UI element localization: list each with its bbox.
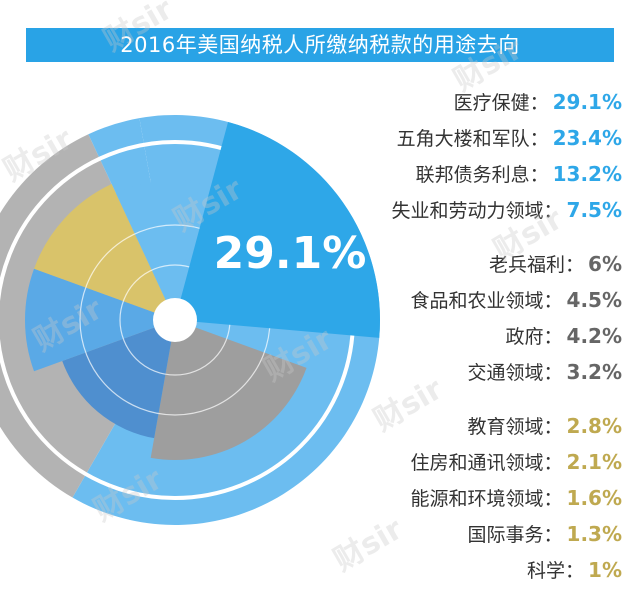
legend-value: 2.1% [566, 450, 622, 474]
legend-value: 29.1% [552, 90, 622, 114]
legend-item: 联邦债务利息： 13.2% [340, 156, 622, 192]
legend-value: 4.2% [566, 324, 622, 348]
pie-chart-svg: 29.1% [0, 115, 380, 525]
legend-value: 7.5% [566, 198, 622, 222]
legend-item: 食品和农业领域： 4.5% [340, 282, 622, 318]
legend-label: 失业和劳动力领域： [391, 200, 563, 222]
legend-label: 国际事务： [467, 524, 563, 546]
legend-value: 13.2% [552, 162, 622, 186]
pie-highlight-slice [175, 121, 380, 338]
legend-item: 国际事务： 1.3% [340, 516, 622, 552]
legend-item: 住房和通讯领域： 2.1% [340, 444, 622, 480]
legend-label: 住房和通讯领域： [410, 452, 563, 474]
legend-label: 能源和环境领域： [410, 488, 563, 510]
legend-value: 1.6% [566, 486, 622, 510]
pie-chart: 29.1% [0, 70, 400, 600]
pie-slice [24, 268, 175, 372]
legend-label: 老兵福利： [489, 254, 585, 276]
legend-label: 医疗保健： [453, 92, 549, 114]
pie-slice [150, 320, 307, 460]
legend-group-gap [340, 228, 622, 246]
pie-slice [62, 320, 175, 439]
legend-label: 教育领域： [467, 416, 563, 438]
legend-item: 五角大楼和军队： 23.4% [340, 120, 622, 156]
legend-item: 政府： 4.2% [340, 318, 622, 354]
pie-slice [115, 180, 200, 320]
legend-item: 教育领域： 2.8% [340, 408, 622, 444]
legend-label: 交通领域： [467, 362, 563, 384]
legend-value: 6% [588, 252, 622, 276]
chart-title: 2016年美国纳税人所缴纳税款的用途去向 [26, 28, 614, 62]
legend-value: 1.3% [566, 522, 622, 546]
legend-label: 科学： [527, 560, 585, 582]
legend-value: 23.4% [552, 126, 622, 150]
legend-item: 失业和劳动力领域： 7.5% [340, 192, 622, 228]
legend-label: 五角大楼和军队： [396, 128, 549, 150]
legend-item: 能源和环境领域： 1.6% [340, 480, 622, 516]
legend-item: 医疗保健： 29.1% [340, 84, 622, 120]
legend-item: 科学： 1% [340, 552, 622, 588]
legend-label: 食品和农业领域： [410, 290, 563, 312]
pie-highlight-label: 29.1% [214, 228, 367, 279]
legend-item: 交通领域： 3.2% [340, 354, 622, 390]
pie-center-hole [153, 298, 197, 342]
legend-group-gap [340, 390, 622, 408]
legend: 医疗保健： 29.1% 五角大楼和军队： 23.4% 联邦债务利息： 13.2% 失业和劳动… [340, 84, 622, 588]
pie-slice [34, 184, 175, 320]
legend-label: 联邦债务利息： [415, 164, 549, 186]
legend-value: 1% [588, 558, 622, 582]
legend-value: 3.2% [566, 360, 622, 384]
legend-value: 4.5% [566, 288, 622, 312]
legend-item: 老兵福利： 6% [340, 246, 622, 282]
legend-value: 2.8% [566, 414, 622, 438]
legend-label: 政府： [505, 326, 563, 348]
